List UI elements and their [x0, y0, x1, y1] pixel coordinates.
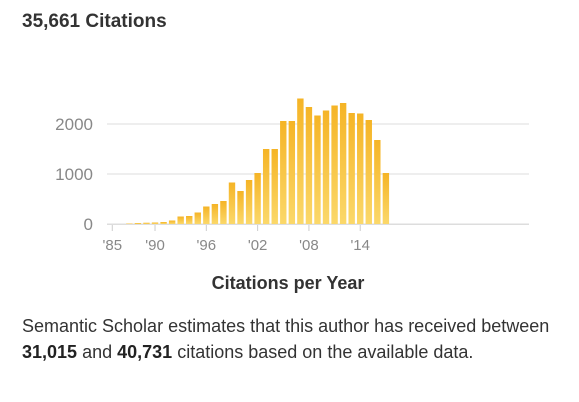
bar-2017[interactable]	[382, 173, 390, 224]
bar-1994[interactable]	[186, 216, 193, 224]
bar-2006[interactable]	[288, 121, 296, 224]
citations-per-year-chart: 0 1000 2000 '85 '90 '96 '02 '08 '14 Citations p…	[55, 98, 529, 293]
bar-2008[interactable]	[305, 107, 313, 224]
x-tick-label: '14	[350, 237, 370, 254]
bar-1989[interactable]	[143, 222, 150, 224]
chart-x-axis: '85 '90 '96 '02 '08 '14	[102, 224, 529, 254]
chart-bars	[126, 98, 390, 225]
x-tick-label: '08	[299, 237, 319, 254]
citations-total-title: 35,661 Citations	[22, 11, 167, 32]
bar-2007[interactable]	[297, 98, 304, 225]
x-tick-label: '02	[248, 237, 268, 254]
bar-1991[interactable]	[160, 222, 167, 224]
x-tick-label: '96	[197, 237, 217, 254]
bar-2015[interactable]	[365, 120, 372, 224]
bar-2000[interactable]	[237, 191, 244, 224]
bar-2002[interactable]	[254, 173, 261, 224]
bar-1990[interactable]	[151, 222, 159, 225]
estimate-prefix: Semantic Scholar estimates that this aut…	[22, 316, 550, 336]
bar-1995[interactable]	[194, 212, 201, 225]
bar-2009[interactable]	[314, 115, 321, 225]
bar-2005[interactable]	[280, 121, 287, 224]
bar-2014[interactable]	[357, 113, 364, 225]
bar-2004[interactable]	[271, 149, 278, 224]
bar-1987[interactable]	[126, 223, 133, 225]
bar-2011[interactable]	[331, 105, 338, 225]
bar-2012[interactable]	[339, 103, 347, 224]
y-tick-label: 2000	[55, 115, 93, 134]
y-tick-label: 1000	[55, 165, 93, 184]
bar-1992[interactable]	[168, 220, 176, 225]
bar-1999[interactable]	[228, 182, 236, 225]
x-tick-label: '90	[145, 237, 165, 254]
bar-2016[interactable]	[374, 140, 381, 224]
estimate-high-value: 40,731	[117, 342, 173, 362]
y-tick-label: 0	[84, 215, 93, 234]
bar-2010[interactable]	[322, 110, 330, 225]
bar-2003[interactable]	[262, 149, 270, 224]
estimate-middle: and	[82, 342, 113, 362]
bar-1996[interactable]	[203, 206, 210, 225]
bar-1988[interactable]	[134, 223, 142, 224]
estimate-suffix: citations based on the available data.	[177, 342, 474, 362]
bar-2013[interactable]	[348, 113, 355, 224]
bar-1997[interactable]	[211, 204, 219, 224]
bar-1993[interactable]	[177, 216, 184, 225]
bar-1998[interactable]	[220, 201, 227, 224]
chart-y-axis: 0 1000 2000	[55, 115, 93, 234]
bar-2001[interactable]	[245, 180, 253, 224]
estimate-low-value: 31,015	[22, 342, 78, 362]
chart-x-axis-label: Citations per Year	[212, 273, 365, 293]
citation-estimate-text: Semantic Scholar estimates that this aut…	[22, 313, 562, 365]
x-tick-label: '85	[102, 237, 122, 254]
